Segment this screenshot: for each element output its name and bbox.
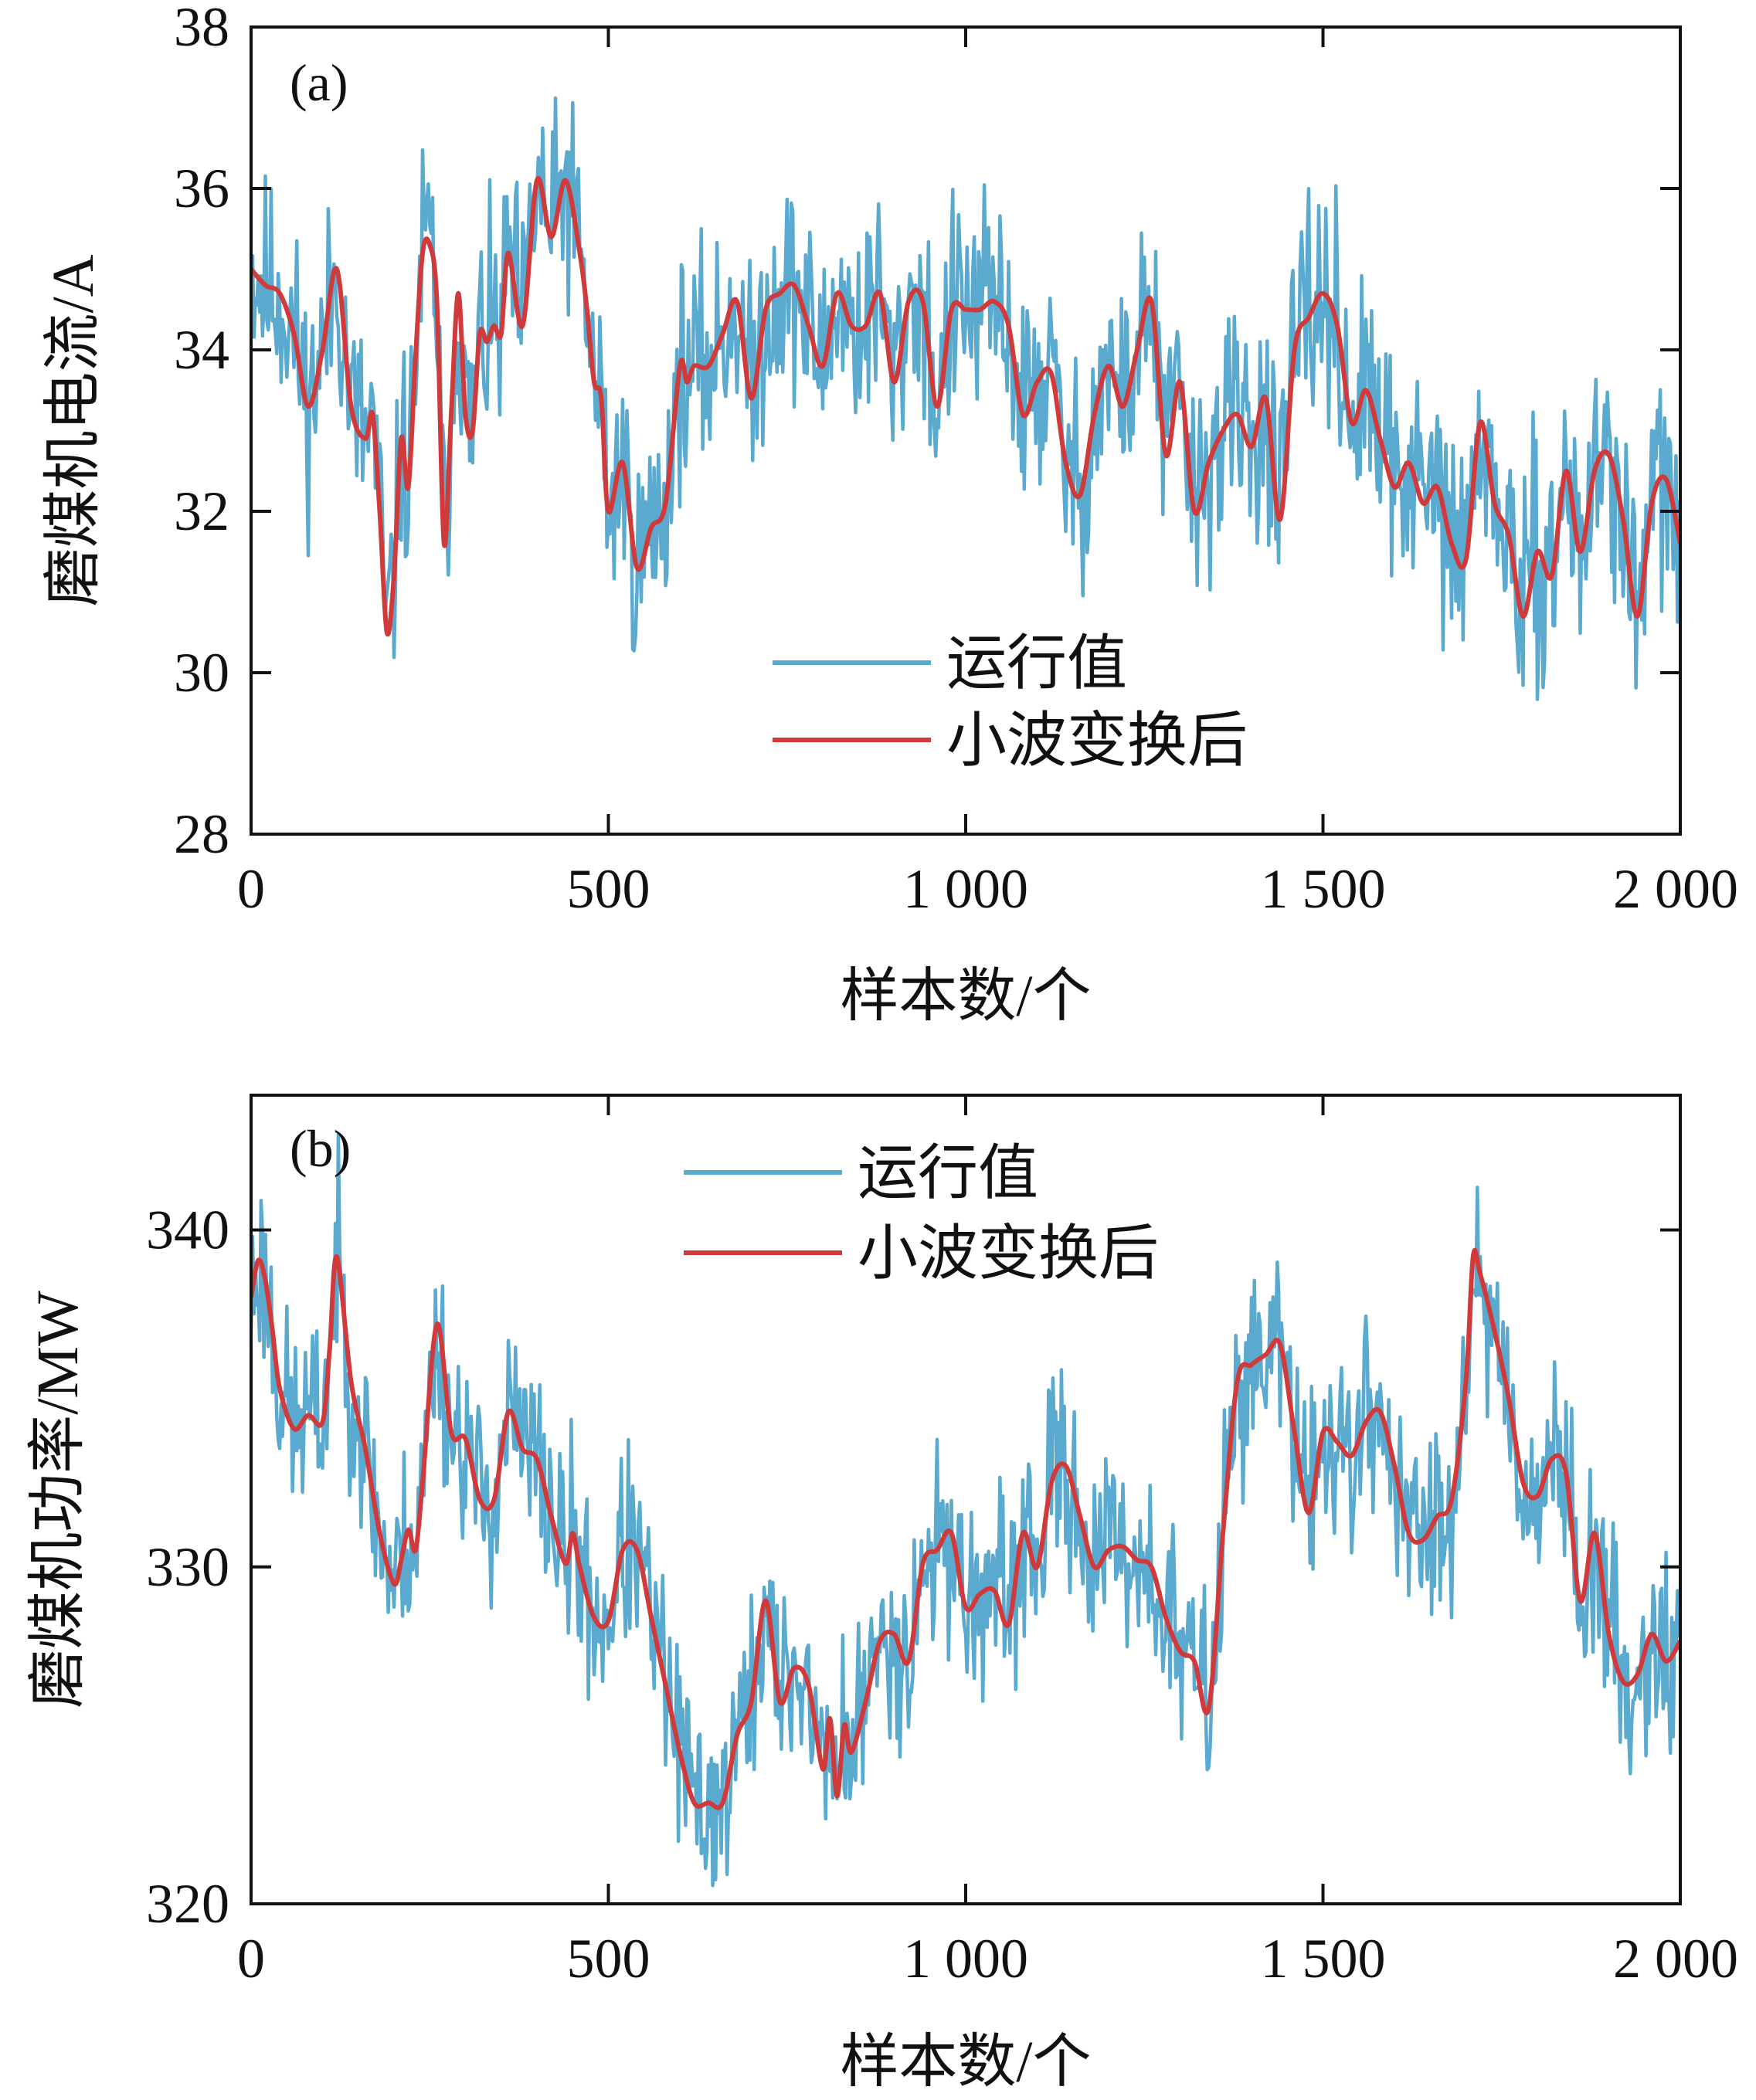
series-line-smoothed xyxy=(251,175,1680,637)
y-tick-label: 34 xyxy=(174,319,229,381)
raw-series-layer xyxy=(251,1132,1680,1888)
y-tick-label: 38 xyxy=(174,0,229,58)
raw-series-layer xyxy=(251,96,1680,701)
panel-label: (b) xyxy=(290,1119,351,1178)
x-tick-label: 1 000 xyxy=(903,858,1028,920)
panel-label: (a) xyxy=(290,53,348,112)
y-tick-label: 330 xyxy=(146,1536,229,1598)
x-tick-label: 2 000 xyxy=(1613,1928,1738,1990)
y-axis-ticks: 320 330 340 xyxy=(146,1199,1680,1935)
x-axis-title: 样本数/个 xyxy=(840,2030,1091,2095)
x-tick-label: 1 500 xyxy=(1261,1928,1386,1990)
y-axis-title: 磨煤机功率/MW xyxy=(25,1291,90,1708)
y-tick-label: 28 xyxy=(174,803,229,865)
y-axis-ticks: 28 30 32 34 36 38 xyxy=(174,0,1680,865)
legend-label-raw: 运行值 xyxy=(946,629,1127,697)
x-axis-title: 样本数/个 xyxy=(840,964,1091,1029)
x-tick-label: 0 xyxy=(237,1928,265,1990)
y-tick-label: 36 xyxy=(174,158,229,219)
x-axis-ticks: 0 500 1 000 1 500 2 000 xyxy=(237,1095,1738,1990)
legend-label-smooth: 小波变换后 xyxy=(858,1220,1159,1287)
series-line-raw xyxy=(251,96,1680,701)
y-axis-title: 磨煤机电流/A xyxy=(41,254,106,606)
x-axis-ticks: 0 500 1 000 1 500 2 000 xyxy=(237,27,1738,920)
y-tick-label: 30 xyxy=(174,642,229,704)
smoothed-series-layer xyxy=(251,1247,1680,1810)
legend: 运行值 小波变换后 xyxy=(684,1139,1159,1287)
y-tick-label: 32 xyxy=(174,480,229,542)
x-tick-label: 500 xyxy=(567,1928,650,1990)
x-tick-label: 1 000 xyxy=(903,1928,1028,1990)
legend: 运行值 小波变换后 xyxy=(773,629,1248,774)
series-line-raw xyxy=(251,1132,1680,1888)
x-tick-label: 0 xyxy=(237,858,265,920)
legend-label-raw: 运行值 xyxy=(858,1139,1038,1206)
y-tick-label: 340 xyxy=(146,1199,229,1261)
chart-panel-a: (a) 样本数/个 磨煤机电流/A 运行值 小波变换后 0 500 1 000 1 5… xyxy=(41,0,1738,1029)
x-tick-label: 1 500 xyxy=(1261,858,1386,920)
y-tick-label: 320 xyxy=(146,1873,229,1935)
legend-label-smooth: 小波变换后 xyxy=(946,707,1248,774)
x-tick-label: 500 xyxy=(567,858,650,920)
x-tick-label: 2 000 xyxy=(1613,858,1738,920)
series-line-smoothed xyxy=(251,1247,1680,1810)
chart-panel-b: (b) 样本数/个 磨煤机功率/MW 运行值 小波变换后 0 500 1 000 1 … xyxy=(25,1094,1738,2095)
smoothed-series-layer xyxy=(251,175,1680,637)
